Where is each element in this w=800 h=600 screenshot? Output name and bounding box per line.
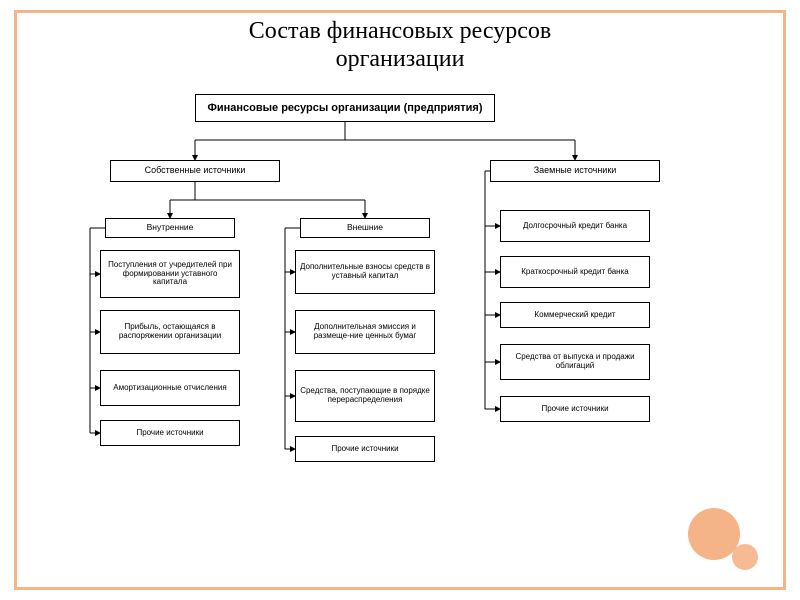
leaf-internal-3-label: Амортизационные отчисления (113, 384, 226, 393)
node-own-sources: Собственные источники (110, 160, 280, 182)
leaf-borrowed-5: Прочие источники (500, 396, 650, 422)
diagram-canvas: Состав финансовых ресурсов организации Ф… (0, 0, 800, 600)
leaf-external-3-label: Средства, поступающие в порядке перерасп… (300, 387, 430, 405)
leaf-external-2: Дополнительная эмиссия и размеще-ние цен… (295, 310, 435, 354)
leaf-borrowed-5-label: Прочие источники (541, 405, 608, 414)
leaf-external-4-label: Прочие источники (331, 445, 398, 454)
leaf-borrowed-3: Коммерческий кредит (500, 302, 650, 328)
node-external-label: Внешние (347, 223, 383, 232)
leaf-internal-1-label: Поступления от учредителей при формирова… (105, 261, 235, 287)
node-root-label: Финансовые ресурсы организации (предприя… (207, 102, 482, 114)
leaf-borrowed-1-label: Долгосрочный кредит банка (523, 222, 627, 231)
leaf-borrowed-3-label: Коммерческий кредит (534, 311, 615, 320)
node-root: Финансовые ресурсы организации (предприя… (195, 94, 495, 122)
leaf-external-4: Прочие источники (295, 436, 435, 462)
leaf-borrowed-2-label: Краткосрочный кредит банка (521, 268, 628, 277)
leaf-internal-2: Прибыль, остающаяся в распоряжении орган… (100, 310, 240, 354)
node-borrowed-label: Заемные источники (534, 166, 617, 176)
connector-lines (0, 0, 800, 600)
leaf-internal-1: Поступления от учредителей при формирова… (100, 250, 240, 298)
leaf-borrowed-2: Краткосрочный кредит банка (500, 256, 650, 288)
node-internal: Внутренние (105, 218, 235, 238)
leaf-external-3: Средства, поступающие в порядке перерасп… (295, 370, 435, 422)
leaf-borrowed-1: Долгосрочный кредит банка (500, 210, 650, 242)
node-external: Внешние (300, 218, 430, 238)
leaf-external-1: Дополнительные взносы средств в уставный… (295, 250, 435, 294)
title-line1: Состав финансовых ресурсов (249, 18, 551, 44)
node-internal-label: Внутренние (147, 223, 194, 232)
leaf-internal-4-label: Прочие источники (136, 429, 203, 438)
leaf-external-2-label: Дополнительная эмиссия и размеще-ние цен… (300, 323, 430, 341)
node-borrowed-sources: Заемные источники (490, 160, 660, 182)
leaf-external-1-label: Дополнительные взносы средств в уставный… (300, 263, 430, 281)
node-own-label: Собственные источники (145, 166, 246, 176)
leaf-internal-3: Амортизационные отчисления (100, 370, 240, 406)
leaf-internal-2-label: Прибыль, остающаяся в распоряжении орган… (105, 323, 235, 341)
decor-circle-small (732, 544, 758, 570)
leaf-borrowed-4: Средства от выпуска и продажи облигаций (500, 344, 650, 380)
leaf-borrowed-4-label: Средства от выпуска и продажи облигаций (505, 353, 645, 371)
slide-title: Состав финансовых ресурсов организации (0, 18, 800, 73)
leaf-internal-4: Прочие источники (100, 420, 240, 446)
title-line2: организации (336, 46, 465, 72)
